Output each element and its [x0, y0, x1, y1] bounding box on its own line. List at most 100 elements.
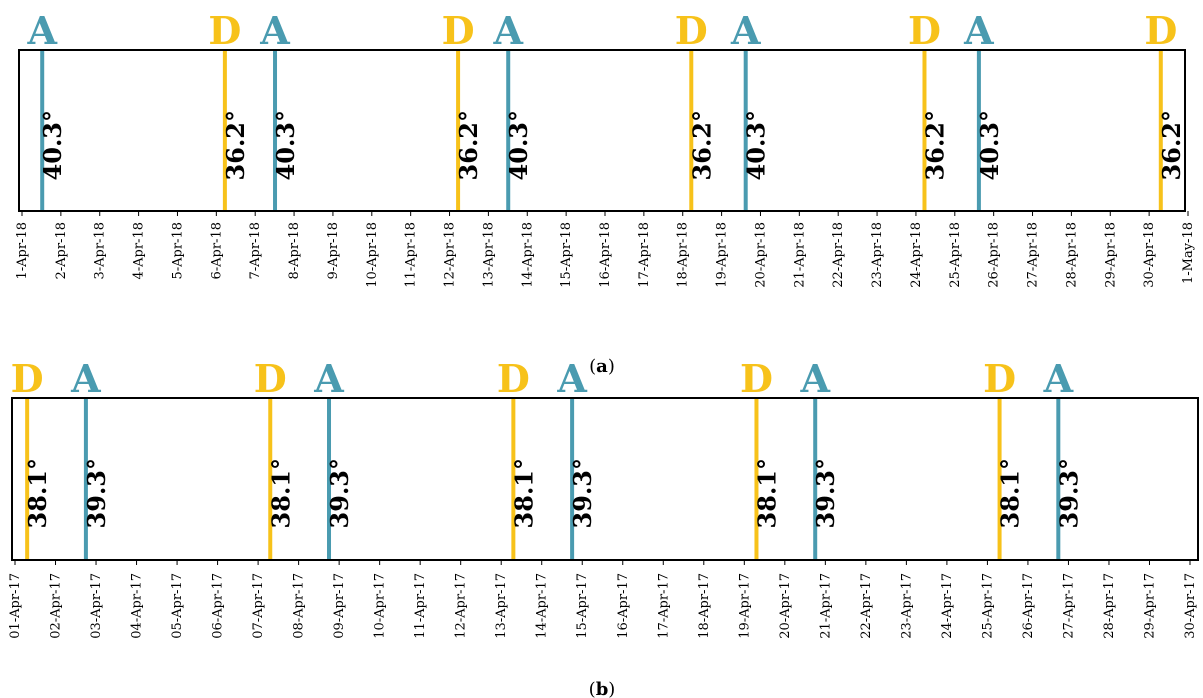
descending-pass-marker: D — [983, 356, 1016, 401]
panel-b: 01-Apr-17 02-Apr-17 03-Apr-17 04-Apr-17 05-A… — [8, 356, 1199, 698]
x-tick-label: 22-Apr-17 — [859, 573, 874, 639]
x-tick-label: 18-Apr-18 — [676, 222, 691, 288]
incidence-angle-label: 40.3° — [975, 110, 1004, 180]
x-tick-label: 19-Apr-17 — [737, 573, 752, 639]
incidence-angle-label: 39.3° — [568, 458, 597, 528]
x-tick-label: 15-Apr-17 — [575, 573, 590, 639]
x-tick-label: 09-Apr-17 — [332, 573, 347, 639]
descending-pass-marker: D — [740, 356, 773, 401]
x-tick-label: 15-Apr-18 — [559, 222, 574, 288]
plot-frame — [18, 49, 1186, 212]
x-tick-label: 08-Apr-17 — [292, 573, 307, 639]
incidence-angle-label: 40.3° — [742, 110, 771, 180]
descending-pass-marker: D — [497, 356, 530, 401]
x-tick-label: 13-Apr-18 — [481, 222, 496, 288]
x-tick-label: 11-Apr-18 — [404, 222, 419, 288]
descending-pass-marker: D — [254, 356, 287, 401]
x-tick-label: 2-Apr-18 — [54, 222, 69, 280]
x-tick-label: 7-Apr-18 — [248, 222, 263, 280]
incidence-angle-label: 38.1° — [509, 458, 538, 528]
descending-pass-marker: D — [675, 8, 708, 53]
x-tick-label: 05-Apr-17 — [170, 573, 185, 639]
x-tick-label: 20-Apr-17 — [778, 573, 793, 639]
x-tick-label: 4-Apr-18 — [132, 222, 147, 280]
x-tick-label: 27-Apr-17 — [1061, 573, 1076, 639]
x-tick-label: 18-Apr-17 — [697, 573, 712, 639]
x-tick-label: 07-Apr-17 — [251, 573, 266, 639]
plot-frame — [11, 397, 1199, 561]
incidence-angle-label: 39.3° — [325, 458, 354, 528]
incidence-angle-label: 38.1° — [266, 458, 295, 528]
x-tick-label: 19-Apr-18 — [715, 222, 730, 288]
descending-pass-marker: D — [442, 8, 475, 53]
panel-a: 1-Apr-18 2-Apr-18 3-Apr-18 4-Apr-18 5-Apr-18… — [15, 8, 1196, 377]
panel-caption: (b) — [589, 679, 616, 698]
x-tick-label: 29-Apr-17 — [1142, 573, 1157, 639]
x-tick-label: 21-Apr-18 — [792, 222, 807, 288]
x-tick-label: 1-Apr-18 — [15, 222, 30, 280]
x-tick-label: 16-Apr-17 — [616, 573, 631, 639]
x-tick-label: 5-Apr-18 — [170, 222, 185, 280]
x-tick-label: 21-Apr-17 — [818, 573, 833, 639]
ascending-pass-marker: A — [492, 8, 523, 53]
incidence-angle-label: 38.1° — [752, 458, 781, 528]
incidence-angle-label: 38.1° — [996, 458, 1025, 528]
x-tick-label: 25-Apr-18 — [948, 222, 963, 288]
x-tick-label: 8-Apr-18 — [287, 222, 302, 280]
incidence-angle-label: 38.1° — [23, 458, 52, 528]
x-tick-label: 12-Apr-18 — [443, 222, 458, 288]
descending-pass-marker: D — [1144, 8, 1177, 53]
ascending-pass-marker: A — [556, 356, 587, 401]
incidence-angle-label: 39.3° — [1054, 458, 1083, 528]
x-tick-label: 28-Apr-17 — [1102, 573, 1117, 639]
x-tick-label: 06-Apr-17 — [211, 573, 226, 639]
x-tick-label: 29-Apr-18 — [1103, 222, 1118, 288]
incidence-angle-label: 40.3° — [271, 110, 300, 180]
ascending-pass-marker: A — [730, 8, 761, 53]
ascending-pass-marker: A — [70, 356, 101, 401]
x-tick-label: 12-Apr-17 — [454, 573, 469, 639]
panel-caption: (a) — [589, 356, 615, 377]
x-tick-label: 04-Apr-17 — [130, 573, 145, 639]
x-tick-label: 16-Apr-18 — [598, 222, 613, 288]
incidence-angle-label: 36.2° — [221, 110, 250, 180]
incidence-angle-label: 40.3° — [38, 110, 67, 180]
incidence-angle-label: 36.2° — [454, 110, 483, 180]
x-tick-label: 03-Apr-17 — [89, 573, 104, 639]
x-tick-label: 30-Apr-17 — [1183, 573, 1198, 639]
descending-pass-marker: D — [11, 356, 44, 401]
x-tick-label: 13-Apr-17 — [494, 573, 509, 639]
x-tick-label: 20-Apr-18 — [753, 222, 768, 288]
x-tick-label: 22-Apr-18 — [831, 222, 846, 288]
incidence-angle-label: 39.3° — [811, 458, 840, 528]
ascending-pass-marker: A — [26, 8, 57, 53]
ascending-pass-marker: A — [799, 356, 830, 401]
x-tick-label: 14-Apr-17 — [535, 573, 550, 639]
x-tick-label: 3-Apr-18 — [93, 222, 108, 280]
incidence-angle-label: 36.2° — [920, 110, 949, 180]
x-tick-label: 11-Apr-17 — [413, 573, 428, 639]
incidence-angle-label: 36.2° — [1157, 110, 1186, 180]
x-tick-label: 30-Apr-18 — [1142, 222, 1157, 288]
x-tick-label: 14-Apr-18 — [520, 222, 535, 288]
x-tick-label: 26-Apr-17 — [1021, 573, 1036, 639]
x-tick-label: 17-Apr-17 — [656, 573, 671, 639]
x-tick-label: 24-Apr-17 — [940, 573, 955, 639]
descending-pass-marker: D — [208, 8, 241, 53]
x-tick-label: 24-Apr-18 — [909, 222, 924, 288]
x-tick-label: 1-May-18 — [1181, 222, 1196, 284]
incidence-angle-label: 36.2° — [687, 110, 716, 180]
incidence-angle-label: 39.3° — [82, 458, 111, 528]
x-tick-label: 6-Apr-18 — [209, 222, 224, 280]
x-tick-label: 26-Apr-18 — [987, 222, 1002, 288]
x-tick-label: 17-Apr-18 — [637, 222, 652, 288]
ascending-pass-marker: A — [963, 8, 994, 53]
x-tick-label: 23-Apr-17 — [899, 573, 914, 639]
x-tick-label: 01-Apr-17 — [8, 573, 23, 639]
x-tick-label: 28-Apr-18 — [1064, 222, 1079, 288]
x-tick-label: 27-Apr-18 — [1026, 222, 1041, 288]
x-tick-label: 9-Apr-18 — [326, 222, 341, 280]
ascending-pass-marker: A — [313, 356, 344, 401]
ascending-pass-marker: A — [259, 8, 290, 53]
